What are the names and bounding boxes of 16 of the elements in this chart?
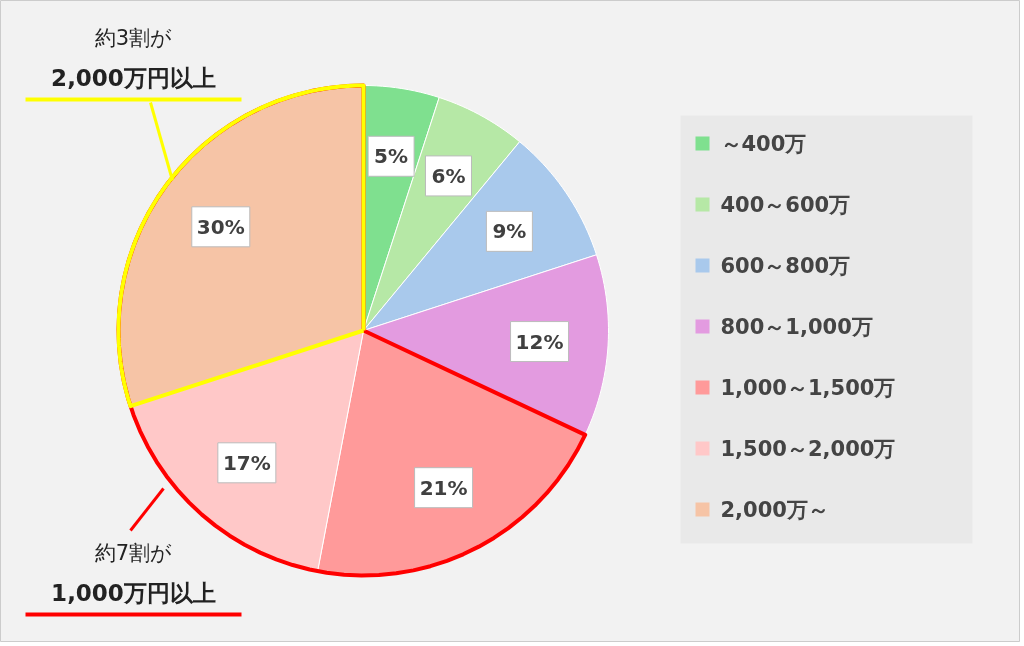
data-label: 30%	[196, 214, 245, 239]
text: 約3割が 2,000万円以上	[51, 25, 216, 91]
data-label: 12%	[515, 329, 564, 354]
legend-label: 400～600万	[720, 192, 851, 217]
data-label: 21%	[419, 475, 468, 500]
legend-label: ～400万	[720, 131, 807, 156]
legend-label: 2,000万～	[720, 497, 829, 522]
data-label: 6%	[431, 163, 466, 188]
data-label: 5%	[374, 144, 409, 169]
data-label: 17%	[222, 450, 271, 475]
legend-label: 1,000～1,500万	[720, 375, 896, 400]
legend-label: 800～1,000万	[720, 314, 873, 339]
legend-label: 1,500～2,000万	[720, 436, 896, 461]
data-label: 9%	[492, 219, 527, 244]
text: 約7割が 1,000万円以上	[51, 540, 216, 606]
legend-label: 600～800万	[720, 253, 851, 278]
